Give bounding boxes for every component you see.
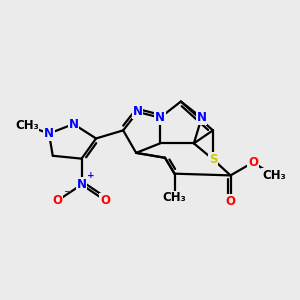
Text: O: O — [248, 156, 258, 169]
Text: CH₃: CH₃ — [163, 191, 186, 204]
Text: N: N — [76, 178, 87, 191]
Text: N: N — [44, 127, 54, 140]
Text: N: N — [197, 111, 207, 124]
Text: O: O — [100, 194, 110, 207]
Text: N: N — [155, 111, 165, 124]
Text: N: N — [68, 118, 79, 130]
Text: S: S — [209, 153, 217, 166]
Text: +: + — [87, 171, 94, 180]
Text: O: O — [226, 195, 236, 208]
Text: N: N — [76, 178, 87, 191]
Text: O: O — [53, 194, 63, 207]
Text: CH₃: CH₃ — [15, 119, 39, 132]
Text: −: − — [63, 187, 70, 196]
Text: N: N — [133, 105, 142, 119]
Text: O: O — [53, 194, 63, 207]
Text: CH₃: CH₃ — [262, 169, 286, 182]
